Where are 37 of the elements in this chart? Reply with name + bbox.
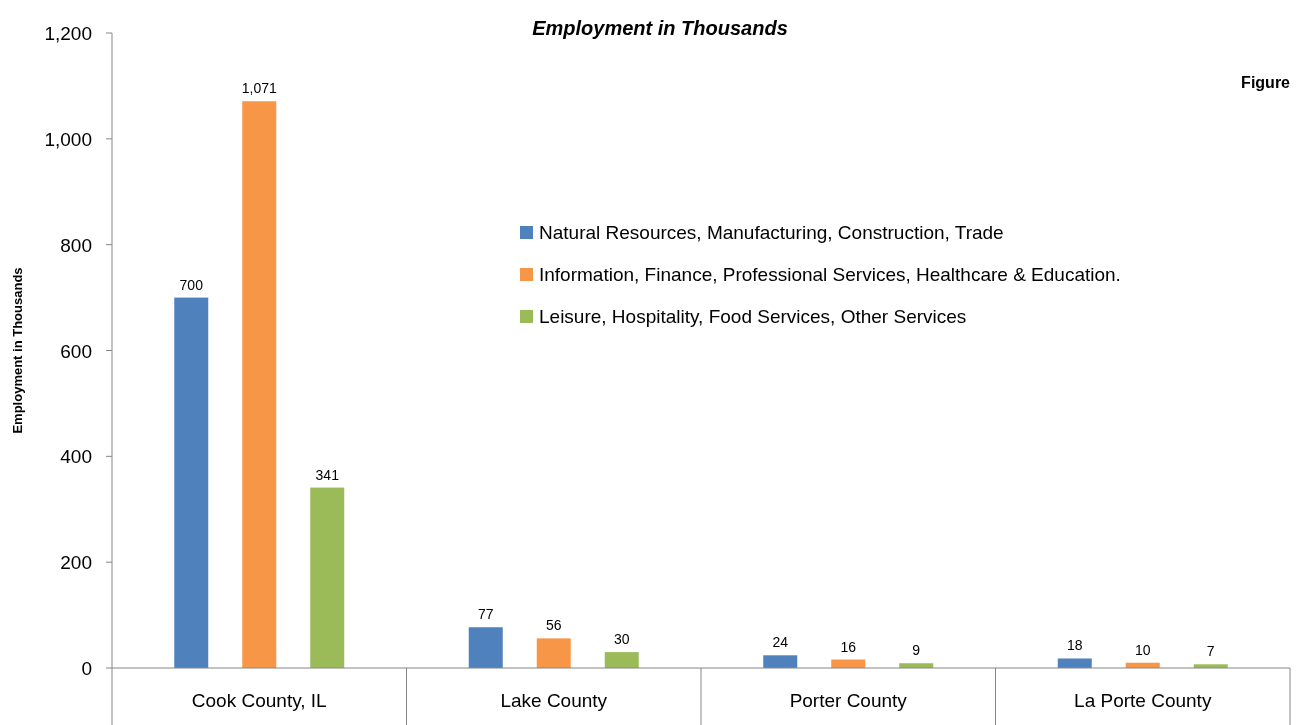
data-label: 30 — [613, 631, 630, 648]
y-tick-label: 400 — [60, 446, 92, 468]
annotation: Figure — [1241, 74, 1291, 91]
legend-label: Leisure, Hospitality, Food Services, Other Services — [539, 306, 967, 327]
data-label: 341 — [315, 466, 340, 483]
y-tick-label: 1,000 — [44, 128, 92, 150]
bar — [763, 655, 798, 668]
y-tick-label: 200 — [60, 552, 92, 574]
bar — [310, 487, 345, 668]
x-tick-label: La Porte County — [1074, 690, 1212, 711]
bar — [174, 297, 209, 668]
bar — [1057, 658, 1092, 668]
data-label: 9 — [912, 642, 921, 659]
data-label: 24 — [772, 634, 789, 651]
data-label: 77 — [477, 606, 494, 623]
data-label: 56 — [545, 617, 562, 634]
y-tick-label: 1,200 — [44, 23, 92, 44]
x-tick-label: Cook County, IL — [191, 690, 327, 711]
data-label: 1,071 — [241, 80, 277, 97]
bar — [468, 627, 503, 668]
chart-title: Employment in Thousands — [532, 17, 788, 39]
bar — [604, 652, 639, 668]
data-label: 10 — [1134, 641, 1151, 658]
y-tick-label: 0 — [81, 658, 92, 679]
data-label: 7 — [1206, 643, 1215, 660]
bar — [242, 101, 277, 668]
y-axis-title: Employment in Thousands — [10, 267, 25, 434]
x-tick-label: Lake County — [500, 690, 608, 711]
data-label: 18 — [1066, 637, 1083, 654]
x-tick-label: Porter County — [789, 690, 908, 711]
data-label: 700 — [179, 276, 204, 293]
y-tick-label: 800 — [60, 234, 92, 256]
legend-label: Information, Finance, Professional Services, Healthcare & Education. — [539, 264, 1121, 285]
legend-label: Natural Resources, Manufacturing, Construction, Trade — [539, 222, 1004, 243]
data-label: 16 — [840, 638, 857, 655]
bar — [536, 638, 571, 668]
y-tick-label: 600 — [60, 340, 92, 362]
